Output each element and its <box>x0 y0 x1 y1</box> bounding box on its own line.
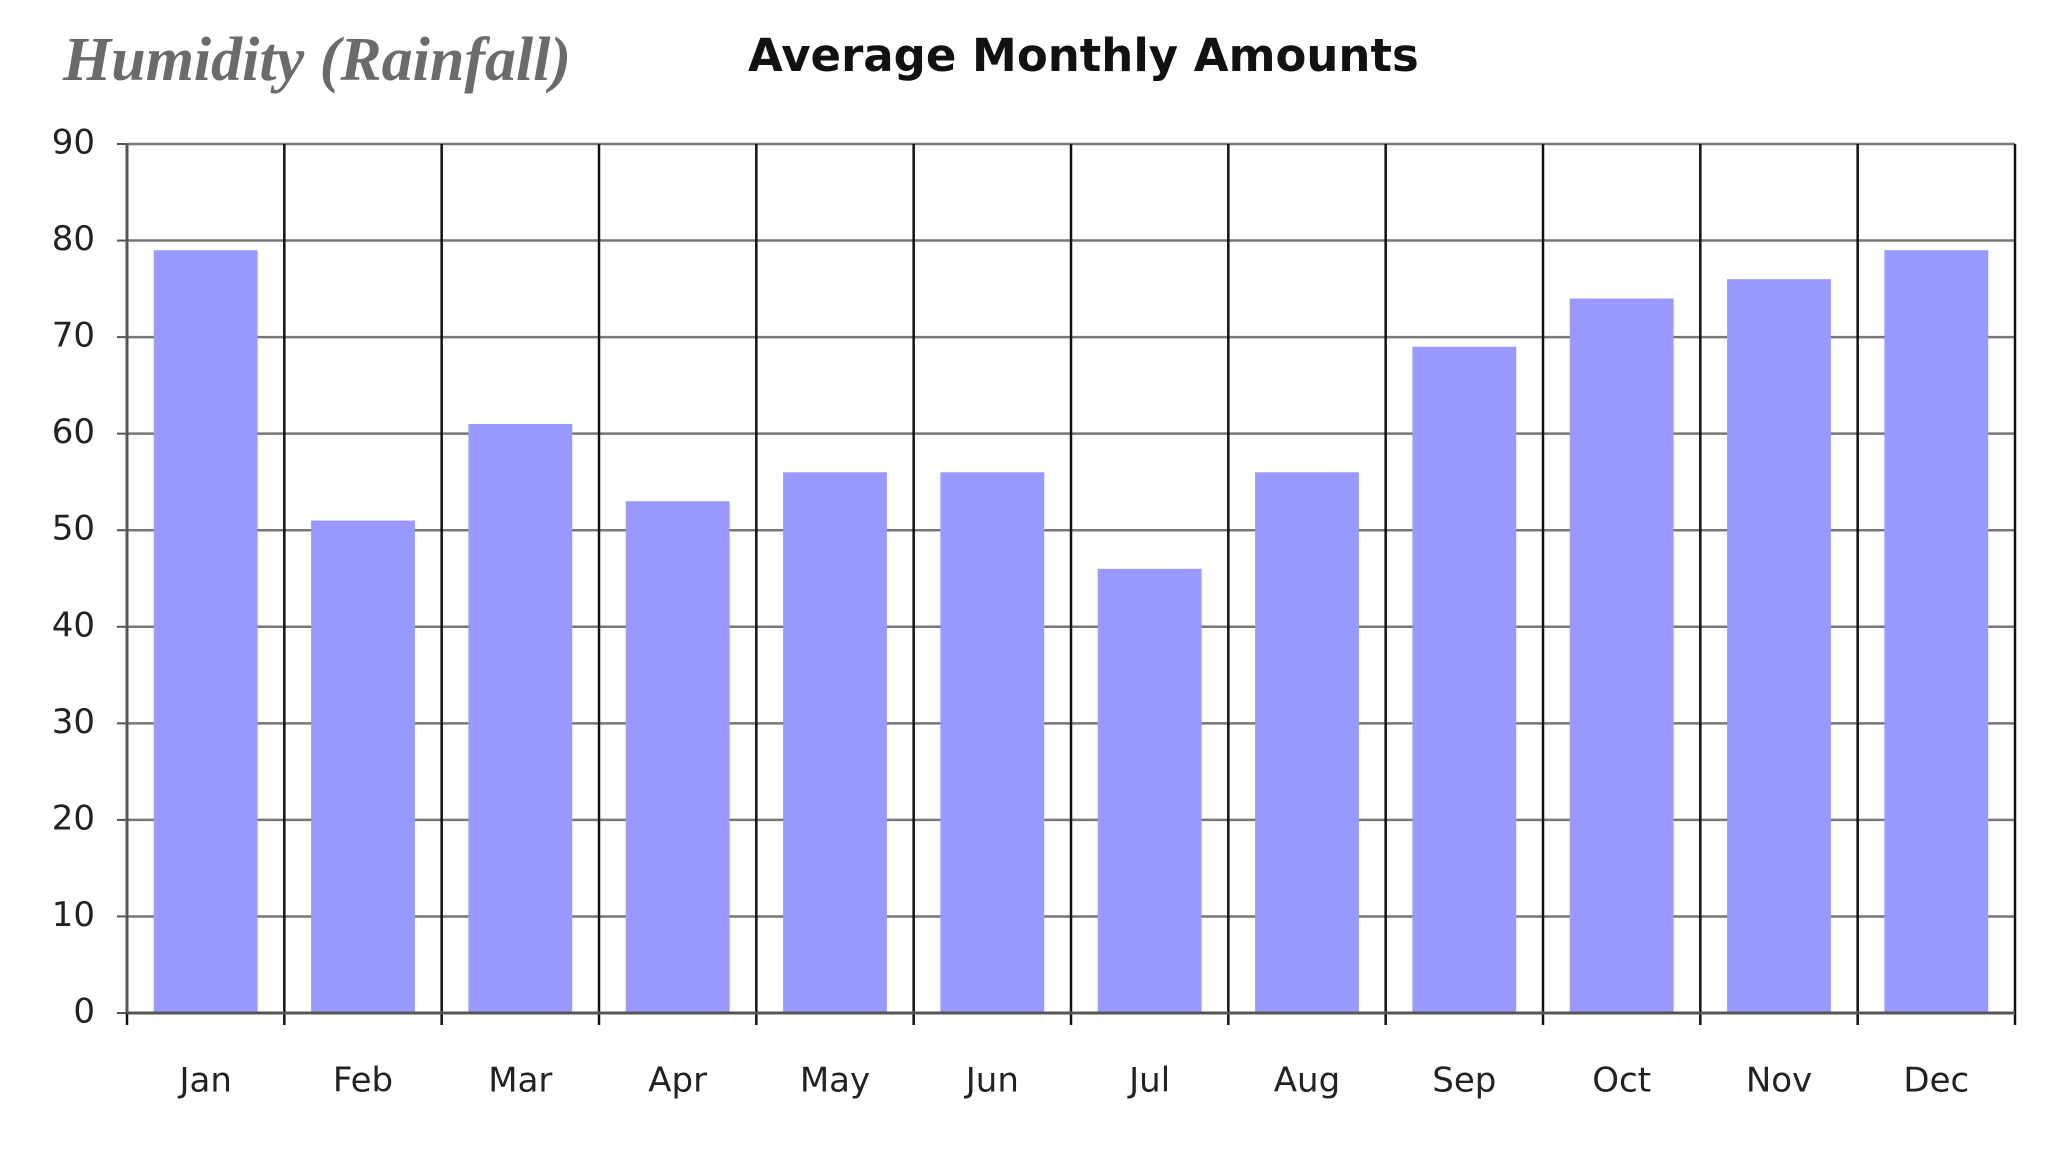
x-tick-label: Nov <box>1746 1061 1812 1101</box>
x-tick-label: May <box>800 1061 870 1101</box>
bar <box>311 520 415 1013</box>
y-tick-label: 80 <box>52 219 95 259</box>
y-tick-label: 0 <box>73 992 95 1032</box>
x-tick-label: Feb <box>333 1061 393 1101</box>
bar <box>153 250 258 1013</box>
x-tick-label: Jan <box>177 1061 231 1101</box>
bar <box>940 472 1045 1013</box>
bar <box>1569 298 1674 1013</box>
y-tick-label: 70 <box>52 316 95 356</box>
y-tick-label: 60 <box>52 412 95 452</box>
x-tick-label: Sep <box>1432 1061 1496 1101</box>
chart-title: Humidity (Rainfall) <box>62 26 571 94</box>
bar <box>625 501 730 1013</box>
bar <box>468 424 573 1013</box>
y-tick-label: 10 <box>52 895 95 935</box>
bar <box>1884 250 1989 1013</box>
x-tick-label: Jun <box>964 1061 1019 1101</box>
bar <box>1097 568 1202 1013</box>
x-tick-label: Aug <box>1274 1061 1340 1101</box>
x-tick-label: Oct <box>1592 1061 1651 1101</box>
bar <box>783 472 887 1013</box>
chart-subtitle: Average Monthly Amounts <box>748 29 1419 82</box>
x-tick-label: Jul <box>1127 1061 1170 1101</box>
bar <box>1255 472 1359 1013</box>
y-tick-label: 20 <box>52 798 95 838</box>
bar <box>1412 346 1517 1013</box>
y-tick-label: 30 <box>52 702 95 742</box>
y-tick-label: 40 <box>52 605 95 645</box>
x-tick-label: Apr <box>648 1061 707 1101</box>
y-tick-label: 50 <box>52 509 95 549</box>
y-tick-label: 90 <box>52 123 95 163</box>
x-tick-label: Mar <box>488 1061 552 1101</box>
x-tick-label: Dec <box>1903 1061 1969 1101</box>
bar <box>1727 279 1831 1014</box>
